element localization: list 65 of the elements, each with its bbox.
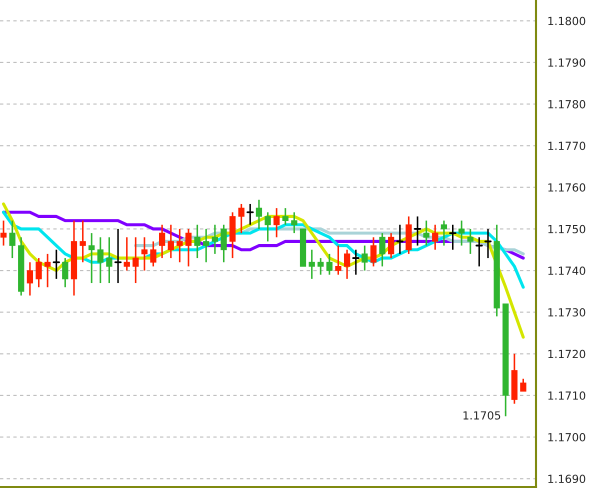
candlestick [396,224,404,255]
candlestick [185,228,192,268]
y-tick-label: 1.1800 [548,16,586,26]
candlestick [318,257,324,276]
candlestick [264,212,271,242]
candlestick [80,220,86,263]
candlestick [212,224,218,255]
candlestick [246,203,254,226]
candlestick [449,224,456,251]
candlestick [158,224,166,259]
candlestick [344,248,350,280]
y-tick-label: 1.1690 [548,474,586,484]
candlestick [274,207,280,238]
candlestick [36,257,42,288]
candlestick [203,228,210,263]
y-tick-label: 1.1710 [548,391,586,400]
y-tick-label: 1.1780 [548,100,586,108]
y-tick-label: 1.1760 [548,183,586,192]
candlestick [106,236,112,284]
candlestick [150,240,156,268]
candlestick [26,261,34,296]
candlestick [467,228,474,255]
candlestick [114,228,122,284]
candlestick [52,248,60,280]
candlestick [88,232,95,284]
candlestick [432,224,438,251]
candlestick [9,220,16,259]
y-tick-label: 1.1790 [548,58,586,67]
candlestick [326,253,333,276]
candlestick [194,224,200,259]
candlestick [379,232,386,268]
candlestick [370,236,377,268]
candlestick [458,220,465,246]
candlestick [0,220,7,246]
candlestick [308,248,315,280]
y-tick-label: 1.1770 [548,142,586,150]
candlestick [362,244,368,272]
y-tick-label: 1.1720 [548,350,586,358]
candlestick [291,212,298,234]
candlestick [484,228,492,259]
candlestick [238,203,244,234]
candlestick [256,199,262,230]
candlestick [132,236,139,284]
candlestick [44,253,51,288]
candlestick [476,236,483,268]
candlestick [423,220,430,246]
candlestick [97,236,104,284]
candlestick [62,257,68,288]
candlestick [168,224,174,259]
candlestick [176,228,183,263]
y-tick-label: 1.1730 [548,308,586,317]
candlestick [220,224,227,263]
candlestick [335,244,342,276]
candlestick [440,220,448,246]
candlestick [141,236,148,272]
candlestick [520,378,526,392]
annotation: 1.1705 [464,411,500,420]
candlestick [282,207,288,226]
candlestick [388,232,394,259]
candlestick [414,216,422,246]
candlestick [352,248,360,276]
y-tick-label: 1.1750 [548,224,586,234]
y-tick-label: 1.1740 [548,266,586,275]
candlestick [124,236,130,272]
y-tick-label: 1.1700 [548,433,586,442]
